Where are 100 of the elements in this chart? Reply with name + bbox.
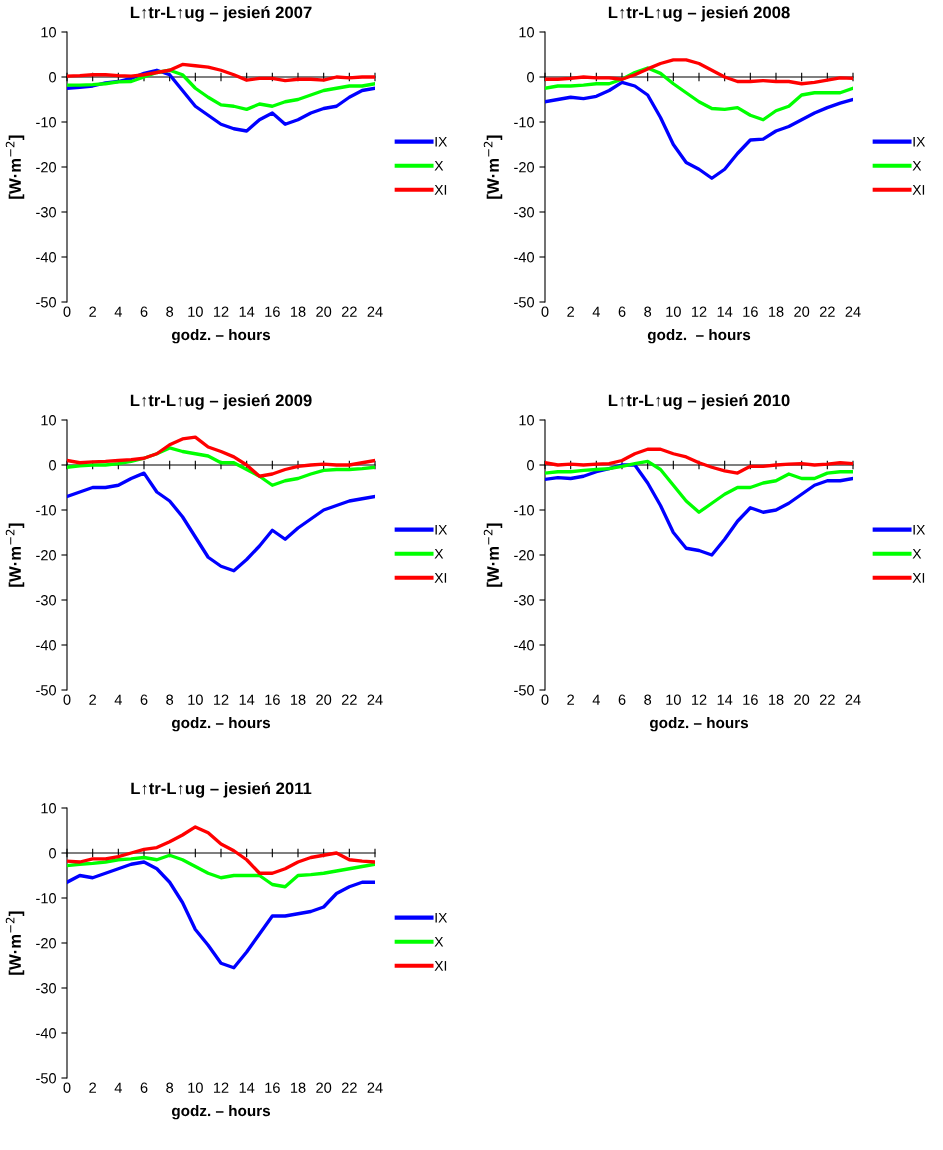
x-tick-label: 6 (140, 694, 148, 705)
x-tick-label: 12 (214, 306, 229, 317)
legend-label: IX (435, 136, 448, 147)
x-tick-label: 2 (567, 306, 574, 317)
x-tick-label: 0 (541, 694, 549, 705)
x-tick-label: 12 (692, 306, 707, 317)
legend-label: XI (434, 573, 447, 583)
x-tick-label: 22 (341, 1082, 357, 1093)
y-axis-title: [W·m$^{−2}$] (5, 135, 25, 199)
chart-title: L↑tr-L↑ug – jesień 2007 (130, 5, 312, 22)
x-tick-label: 8 (166, 306, 174, 317)
x-tick-label: 10 (666, 694, 681, 705)
x-tick-label: 24 (367, 1082, 383, 1093)
x-tick-label: 24 (845, 694, 861, 705)
x-tick-label: 12 (214, 694, 229, 705)
x-tick-label: 10 (188, 694, 203, 705)
y-tick-label: -50 (36, 297, 57, 308)
x-tick-label: 2 (567, 694, 574, 705)
x-axis-title: godz. – hours (171, 717, 271, 732)
x-tick-label: 22 (341, 694, 357, 705)
y-tick-label: 10 (519, 415, 535, 426)
y-tick-label: 10 (41, 803, 57, 814)
x-axis-title: godz. – hours (171, 1105, 271, 1120)
y-tick-label: -10 (514, 117, 535, 128)
y-axis-title: [W·m$^{−2}$] (483, 135, 503, 199)
x-tick-label: 0 (63, 1082, 71, 1093)
x-tick-label: 4 (114, 306, 122, 317)
line-series (545, 80, 853, 180)
x-tick-label: 12 (692, 694, 707, 705)
legend-label: XI (434, 185, 447, 195)
y-tick-label: 0 (49, 72, 57, 83)
x-tick-label: 2 (89, 1082, 96, 1093)
x-tick-label: 0 (541, 306, 549, 317)
x-tick-label: 24 (367, 306, 383, 317)
legend-label: X (912, 549, 922, 559)
y-tick-label: -30 (36, 595, 57, 606)
x-tick-label: 2 (89, 306, 96, 317)
legend-label: X (434, 549, 444, 559)
y-tick-label: -50 (514, 685, 535, 696)
x-tick-label: 14 (239, 1082, 255, 1093)
y-tick-label: -40 (36, 252, 57, 263)
y-tick-label: -10 (36, 505, 57, 516)
x-tick-label: 22 (819, 694, 835, 705)
legend-label: X (912, 161, 922, 171)
y-axis-title: [W·m$^{−2}$] (5, 911, 25, 975)
chart-title: L↑tr-L↑ug – jesień 2008 (608, 5, 790, 22)
x-tick-label: 6 (140, 306, 148, 317)
x-tick-label: 6 (618, 306, 626, 317)
y-tick-label: -20 (36, 162, 57, 173)
x-tick-label: 2 (89, 694, 96, 705)
x-tick-label: 8 (644, 694, 652, 705)
y-tick-label: 0 (527, 460, 535, 471)
y-tick-label: 0 (527, 72, 535, 83)
x-tick-label: 20 (316, 1082, 332, 1093)
x-tick-label: 16 (265, 694, 280, 705)
x-tick-label: 12 (214, 1082, 229, 1093)
x-tick-label: 22 (341, 306, 357, 317)
x-tick-label: 18 (291, 1082, 306, 1093)
x-tick-label: 20 (794, 306, 810, 317)
x-tick-label: 6 (140, 1082, 148, 1093)
x-axis-title: godz. – hours (171, 329, 271, 344)
y-tick-label: -20 (514, 162, 535, 173)
x-axis-title: godz. – hours (649, 717, 749, 732)
x-tick-label: 8 (166, 1082, 174, 1093)
y-tick-label: -30 (36, 207, 57, 218)
x-tick-label: 4 (114, 1082, 122, 1093)
legend-label: IX (913, 524, 926, 535)
x-tick-label: 16 (265, 306, 280, 317)
x-tick-label: 16 (743, 306, 758, 317)
x-tick-label: 18 (769, 694, 784, 705)
y-axis-title: [W·m$^{−2}$] (5, 523, 25, 587)
y-tick-label: -30 (36, 983, 57, 994)
y-tick-label: -20 (36, 550, 57, 561)
x-tick-label: 14 (239, 694, 255, 705)
x-tick-label: 20 (316, 306, 332, 317)
y-tick-label: 0 (49, 460, 57, 471)
y-tick-label: -40 (514, 252, 535, 263)
x-tick-label: 18 (291, 694, 306, 705)
x-tick-label: 4 (592, 306, 600, 317)
y-tick-label: 10 (41, 27, 57, 38)
legend-label: XI (434, 961, 447, 971)
x-tick-label: 14 (717, 306, 733, 317)
legend-label: X (434, 161, 444, 171)
x-tick-label: 14 (239, 306, 255, 317)
y-tick-label: 0 (49, 848, 57, 859)
legend-label: X (434, 937, 444, 947)
y-tick-label: -20 (514, 550, 535, 561)
x-tick-label: 0 (63, 694, 71, 705)
y-tick-label: -20 (36, 938, 57, 949)
x-tick-label: 10 (188, 1082, 203, 1093)
x-tick-label: 0 (63, 306, 71, 317)
x-tick-label: 22 (819, 306, 835, 317)
x-tick-label: 20 (794, 694, 810, 705)
y-axis-title: [W·m$^{−2}$] (483, 523, 503, 587)
y-tick-label: 10 (519, 27, 535, 38)
x-tick-label: 8 (644, 306, 652, 317)
x-tick-label: 4 (114, 694, 122, 705)
x-tick-label: 4 (592, 694, 600, 705)
chart-title: L↑tr-L↑ug – jesień 2009 (130, 393, 312, 410)
x-tick-label: 18 (769, 306, 784, 317)
